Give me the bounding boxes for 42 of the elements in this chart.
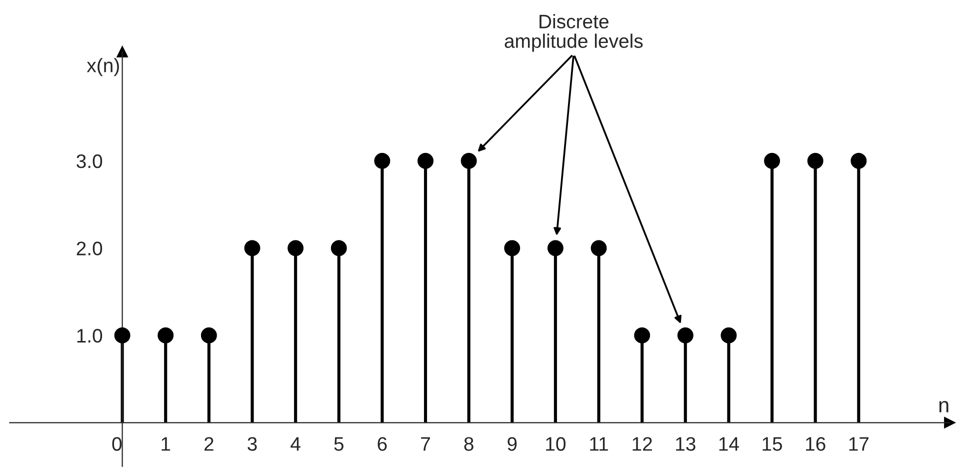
y-axis-title: x(n)	[86, 58, 119, 76]
x-tick-label: 1	[162, 437, 170, 451]
point	[634, 327, 650, 344]
point	[677, 327, 694, 344]
point	[288, 240, 304, 256]
point	[460, 152, 477, 169]
x-tick-label: 15	[762, 437, 782, 451]
x-tick-label: 4	[290, 437, 300, 451]
x-tick-label: 14	[719, 437, 739, 451]
x-tick-label: 17	[849, 437, 868, 451]
point	[547, 240, 564, 256]
point	[807, 152, 824, 169]
x-tick-label: 10	[546, 437, 566, 451]
x-tick-label: 3	[248, 437, 257, 451]
y-tick-label: 3.0	[76, 154, 102, 168]
point	[374, 152, 390, 169]
point	[850, 152, 867, 169]
point	[504, 240, 520, 256]
point	[158, 327, 174, 344]
point	[114, 327, 130, 344]
x-tick-label: 8	[464, 437, 474, 451]
x-tick-label: 6	[378, 437, 387, 451]
point	[418, 152, 434, 169]
point	[590, 240, 607, 256]
x-tick-label: 16	[806, 437, 826, 451]
point	[200, 327, 217, 344]
x-tick-label: 11	[590, 437, 608, 451]
y-tick-label: 2.0	[76, 242, 102, 256]
x-tick-label: 0	[112, 437, 122, 451]
x-tick-label: 13	[676, 437, 696, 451]
point	[720, 327, 737, 344]
x-tick-label: 12	[632, 437, 652, 451]
x-tick-label: 5	[334, 437, 344, 451]
x-tick-label: 7	[421, 437, 430, 451]
x-tick-label: 9	[508, 437, 517, 451]
annotation: Discrete amplitude levels	[504, 14, 643, 52]
x-axis-title: n	[939, 401, 948, 412]
point	[764, 152, 780, 169]
x-tick-label: 2	[204, 437, 214, 451]
y-tick-label: 1.0	[77, 328, 102, 343]
point	[244, 240, 260, 256]
point	[330, 240, 347, 256]
